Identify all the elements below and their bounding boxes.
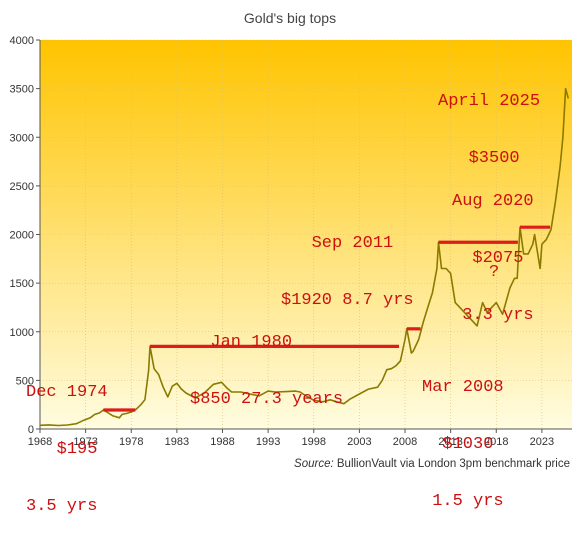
- plot-background: [40, 40, 572, 429]
- x-tick-label: 2023: [530, 436, 554, 448]
- annotation-dec-1974: Dec 1974 $195 3.5 yrs: [26, 383, 108, 516]
- y-tick-label: 1000: [10, 327, 34, 339]
- annotation-april-2025: April 2025 $3500 ?: [438, 92, 541, 282]
- x-tick-label: 2018: [484, 436, 508, 448]
- y-tick-label: 500: [16, 375, 34, 387]
- y-tick-label: 3000: [10, 132, 34, 144]
- x-tick-label: 2003: [347, 436, 371, 448]
- y-tick-label: 1500: [10, 278, 34, 290]
- y-tick-label: 4000: [10, 35, 34, 47]
- chart: 0 500 1000 1500 2000 2500 3000 3500 4000 1968 1973…: [10, 35, 572, 448]
- annotation-sep-2011: Sep 2011 $1920 8.7 yrs: [281, 234, 414, 310]
- x-tick-label: 1968: [28, 436, 52, 448]
- y-tick-label: 2000: [10, 230, 34, 242]
- x-tick-label: 1988: [210, 436, 234, 448]
- y-tick-label: 3500: [10, 84, 34, 96]
- x-tick-label: 1993: [256, 436, 280, 448]
- source-note: Source: BullionVault via London 3pm benc…: [294, 458, 570, 470]
- x-tick-label: 2008: [393, 436, 417, 448]
- x-tick-label: 1983: [165, 436, 189, 448]
- x-tick-label: 2013: [438, 436, 462, 448]
- source-label: Source:: [294, 458, 334, 470]
- annotation-jan-1980: Jan 1980 $850 27.3 years: [190, 333, 344, 409]
- chart-title: Gold's big tops: [243, 10, 337, 26]
- x-tick-label: 1978: [119, 436, 143, 448]
- source-text: BullionVault via London 3pm benchmark pr…: [336, 458, 570, 470]
- y-tick-label: 0: [28, 424, 34, 436]
- x-tick-label: 1998: [302, 436, 326, 448]
- annotation-aug-2020: Aug 2020 $2075 3.3 yrs: [452, 192, 534, 325]
- x-tick-label: 1973: [73, 436, 97, 448]
- y-tick-label: 2500: [10, 181, 34, 193]
- annotation-mar-2008: Mar 2008 $1030 1.5 yrs: [422, 378, 504, 511]
